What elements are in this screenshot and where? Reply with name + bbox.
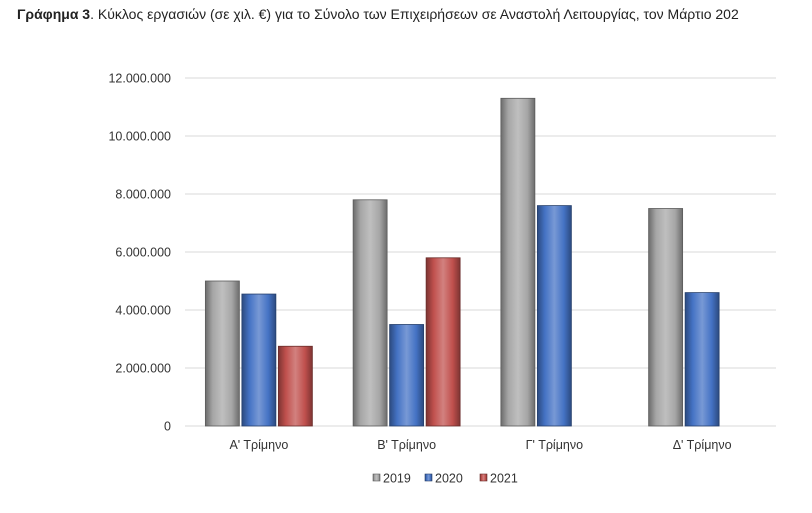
- bar-2019-2: [352, 199, 388, 427]
- x-tick-label: Δ' Τρίμηνο: [673, 438, 732, 452]
- chart-title-text: . Κύκλος εργασιών (σε χιλ. €) για το Σύν…: [90, 6, 739, 22]
- y-tick-label: 2.000.000: [115, 362, 171, 376]
- bar-2020-1: [241, 293, 277, 427]
- legend-label-2019: 2019: [383, 472, 411, 486]
- bars: [204, 97, 720, 427]
- bar-2021-2: [425, 257, 461, 427]
- x-axis: Α' Τρίμηνο Β' Τρίμηνο Γ' Τρίμηνο Δ' Τρίμηνο: [229, 438, 731, 452]
- y-tick-label: 0: [164, 420, 171, 434]
- bar-2019-4: [648, 208, 684, 427]
- legend-swatch-2019: [372, 473, 381, 482]
- bar-2020-2: [389, 324, 425, 427]
- y-tick-label: 8.000.000: [115, 188, 171, 202]
- bar-2020-3: [536, 205, 572, 427]
- legend-swatch-2021: [479, 473, 488, 482]
- y-tick-label: 12.000.000: [108, 72, 171, 86]
- y-axis: 0 2.000.000 4.000.000 6.000.000 8.000.000 10.…: [108, 72, 171, 434]
- bar-2019-1: [204, 280, 240, 427]
- y-tick-label: 4.000.000: [115, 304, 171, 318]
- bar-2020-4: [684, 292, 720, 427]
- legend-label-2020: 2020: [435, 472, 463, 486]
- y-tick-label: 6.000.000: [115, 246, 171, 260]
- chart-title-prefix: Γράφημα 3: [17, 6, 91, 22]
- legend-label-2021: 2021: [490, 472, 518, 486]
- x-tick-label: Γ' Τρίμηνο: [526, 438, 583, 452]
- legend-swatch-2020: [424, 473, 433, 482]
- x-tick-label: Α' Τρίμηνο: [229, 438, 288, 452]
- legend: 2019 2020 2021: [372, 472, 518, 486]
- bar-2021-1: [277, 345, 313, 427]
- x-tick-label: Β' Τρίμηνο: [377, 438, 436, 452]
- bar-2019-3: [500, 97, 536, 427]
- y-tick-label: 10.000.000: [108, 130, 171, 144]
- chart-title: Γράφημα 3. Κύκλος εργασιών (σε χιλ. €) γ…: [17, 6, 739, 22]
